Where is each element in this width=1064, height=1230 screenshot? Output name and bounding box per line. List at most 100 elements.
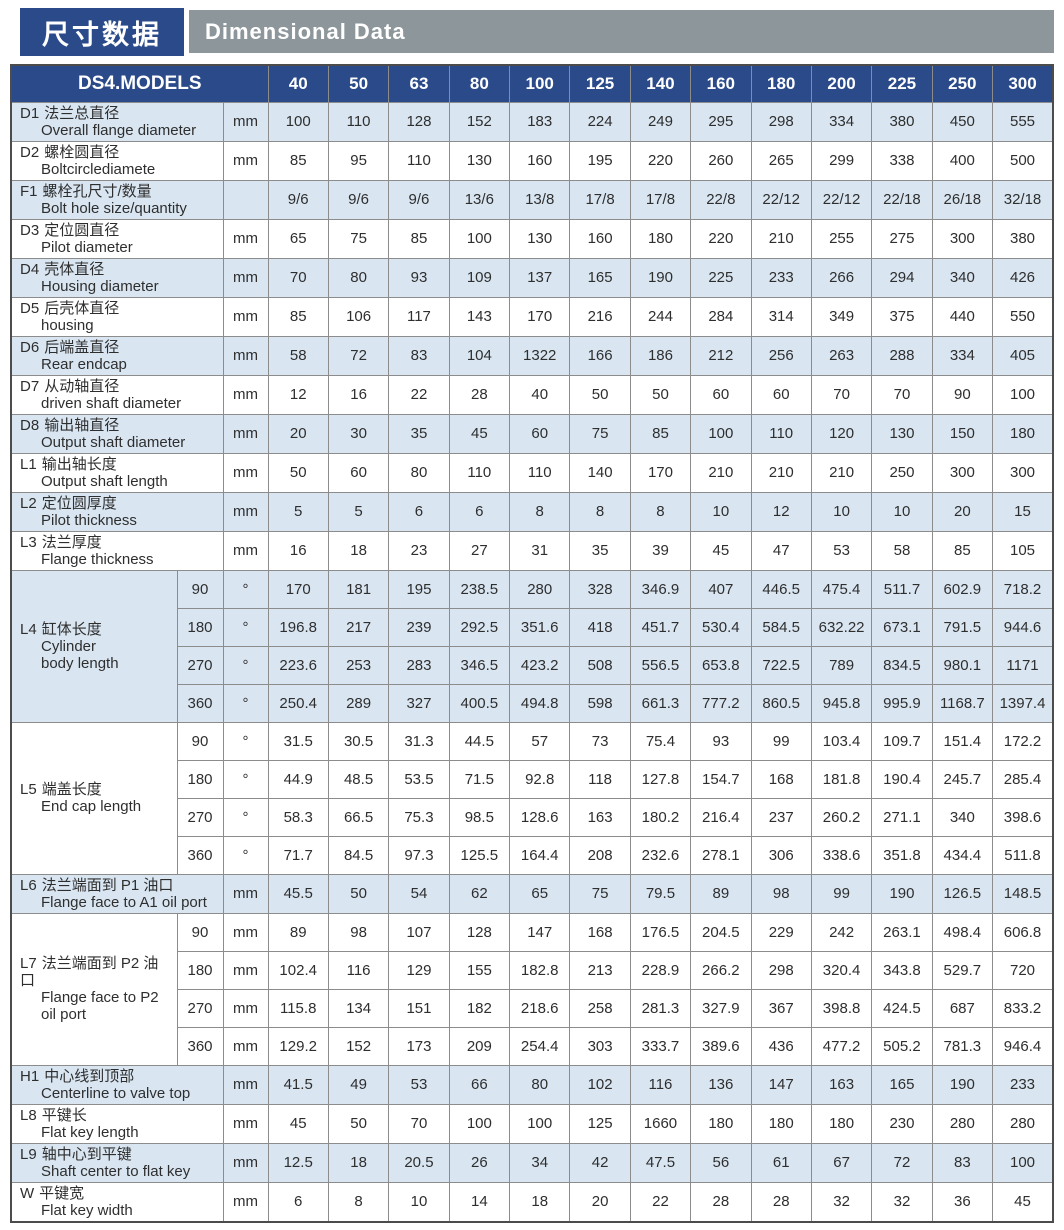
value-cell: 160: [569, 218, 631, 259]
unit-cell: mm: [222, 452, 269, 493]
dimension-name-english: Output shaft length: [41, 472, 168, 490]
value-cell: 170: [267, 569, 329, 609]
dimension-label-line: D3 定位圆直径: [20, 222, 219, 239]
value-cell: 15: [992, 491, 1054, 532]
dimension-code: L4: [20, 620, 37, 638]
value-cell: 720: [992, 950, 1054, 990]
value-cell: 300: [992, 452, 1054, 493]
dimension-name-english: Pilot thickness: [41, 511, 137, 529]
value-cell: 118: [569, 759, 631, 799]
value-cell: 380: [871, 101, 933, 142]
value-cell: 218.6: [509, 988, 571, 1028]
model-column-header: 125: [569, 64, 631, 103]
unit-cell: mm: [222, 140, 269, 181]
value-cell: 1660: [629, 1103, 692, 1144]
value-cell: 126.5: [931, 873, 994, 914]
angle-cell: 90: [176, 721, 224, 761]
value-cell: 292.5: [448, 607, 511, 647]
value-cell: 58: [267, 335, 329, 376]
value-cell: 298: [750, 950, 812, 990]
table-row-l5-180: 180 ° 44.9 48.5 53.5 71.5 92.8 118 127.8 154.7 168…: [11, 759, 1054, 799]
dimension-code: L9: [20, 1145, 37, 1163]
value-cell: 426: [992, 257, 1054, 298]
value-cell: 57: [509, 721, 571, 761]
value-cell: 233: [992, 1064, 1054, 1105]
angle-cell: 360: [176, 835, 224, 875]
value-cell: 295: [690, 101, 752, 142]
value-cell: 338: [871, 140, 933, 181]
value-cell: 22/12: [750, 179, 812, 220]
value-cell: 45.5: [267, 873, 329, 914]
dimension-label-d7: D7 从动轴直径 driven shaft diameter: [10, 374, 224, 415]
value-cell: 9/6: [267, 179, 329, 220]
value-cell: 80: [327, 257, 390, 298]
value-cell: 349: [810, 296, 873, 337]
value-cell: 10: [388, 1181, 450, 1222]
value-cell: 346.5: [448, 645, 511, 685]
model-column-header: 63: [388, 64, 450, 103]
value-cell: 66: [448, 1064, 511, 1105]
value-cell: 85: [931, 530, 994, 571]
value-cell: 154.7: [690, 759, 752, 799]
value-cell: 140: [569, 452, 631, 493]
table-row-l5-360: 360 ° 71.7 84.5 97.3 125.5 164.4 208 232.6 278.1 3…: [11, 835, 1054, 875]
table-row-l2: L2 定位圆厚度 Pilot thickness mm 5 5 6 6 8 8 8 10 12 10 10 2…: [10, 491, 1054, 532]
value-cell: 176.5: [629, 912, 692, 952]
value-cell: 834.5: [871, 645, 933, 685]
unit-cell: °: [222, 721, 269, 761]
value-cell: 271.1: [871, 797, 933, 837]
value-cell: 42: [569, 1142, 631, 1183]
value-cell: 85: [629, 413, 692, 454]
value-cell: 210: [690, 452, 752, 493]
unit-cell: mm: [222, 491, 269, 532]
value-cell: 48.5: [327, 759, 390, 799]
table-body: D1 法兰总直径 Overall flange diameter mm 100 110 12…: [10, 101, 1054, 1222]
value-cell: 245.7: [931, 759, 994, 799]
value-cell: 244: [629, 296, 692, 337]
value-cell: 195: [388, 569, 450, 609]
value-cell: 777.2: [690, 683, 752, 723]
dimension-code: L5: [20, 781, 37, 798]
table-row-d2: D2 螺栓圆直径 Boltcirclediamete mm 85 95 110 130 160 1…: [10, 140, 1054, 181]
value-cell: 73: [569, 721, 631, 761]
value-cell: 34: [509, 1142, 571, 1183]
value-cell: 60: [509, 413, 571, 454]
value-cell: 50: [569, 374, 631, 415]
model-column-header: 160: [690, 64, 752, 103]
value-cell: 100: [267, 101, 329, 142]
dimension-code: H1: [20, 1067, 40, 1085]
model-column-header: 50: [327, 64, 390, 103]
value-cell: 106: [327, 296, 390, 337]
value-cell: 128: [388, 101, 450, 142]
value-cell: 255: [810, 218, 873, 259]
value-cell: 45: [448, 413, 511, 454]
dimension-name-english: Boltcirclediamete: [41, 160, 156, 178]
dimension-name-chinese: 定位圆直径: [44, 221, 120, 239]
value-cell: 30.5: [327, 721, 390, 761]
value-cell: 89: [690, 873, 752, 914]
value-cell: 110: [388, 140, 450, 181]
value-cell: 72: [871, 1142, 933, 1183]
value-cell: 389.6: [690, 1026, 752, 1066]
model-column-header: 140: [629, 64, 692, 103]
value-cell: 263.1: [871, 912, 933, 952]
value-cell: 104: [448, 335, 511, 376]
dimension-name-english: Cylinder: [41, 637, 97, 655]
dimension-name-english: Shaft center to flat key: [41, 1162, 191, 1180]
table-row-l7-270: 270 mm 115.8 134 151 182 218.6 258 281.3 327.9 367…: [11, 988, 1054, 1028]
table-row-l6: L6 法兰端面到 P1 油口 Flange face to A1 oil port m…: [10, 873, 1054, 914]
value-cell: 129: [388, 950, 450, 990]
value-cell: 110: [750, 413, 812, 454]
model-column-header: 300: [992, 64, 1054, 103]
model-column-header: 80: [448, 64, 511, 103]
value-cell: 250.4: [267, 683, 329, 723]
value-cell: 147: [509, 912, 571, 952]
dimension-name-english: Pilot diameter: [41, 238, 133, 256]
dimension-name-chinese: 轴中心到平键: [41, 1145, 132, 1163]
value-cell: 99: [810, 873, 873, 914]
value-cell: 72: [327, 335, 390, 376]
value-cell: 26: [448, 1142, 511, 1183]
value-cell: 249: [629, 101, 692, 142]
unit-cell: mm: [222, 1064, 269, 1105]
value-cell: 220: [690, 218, 752, 259]
